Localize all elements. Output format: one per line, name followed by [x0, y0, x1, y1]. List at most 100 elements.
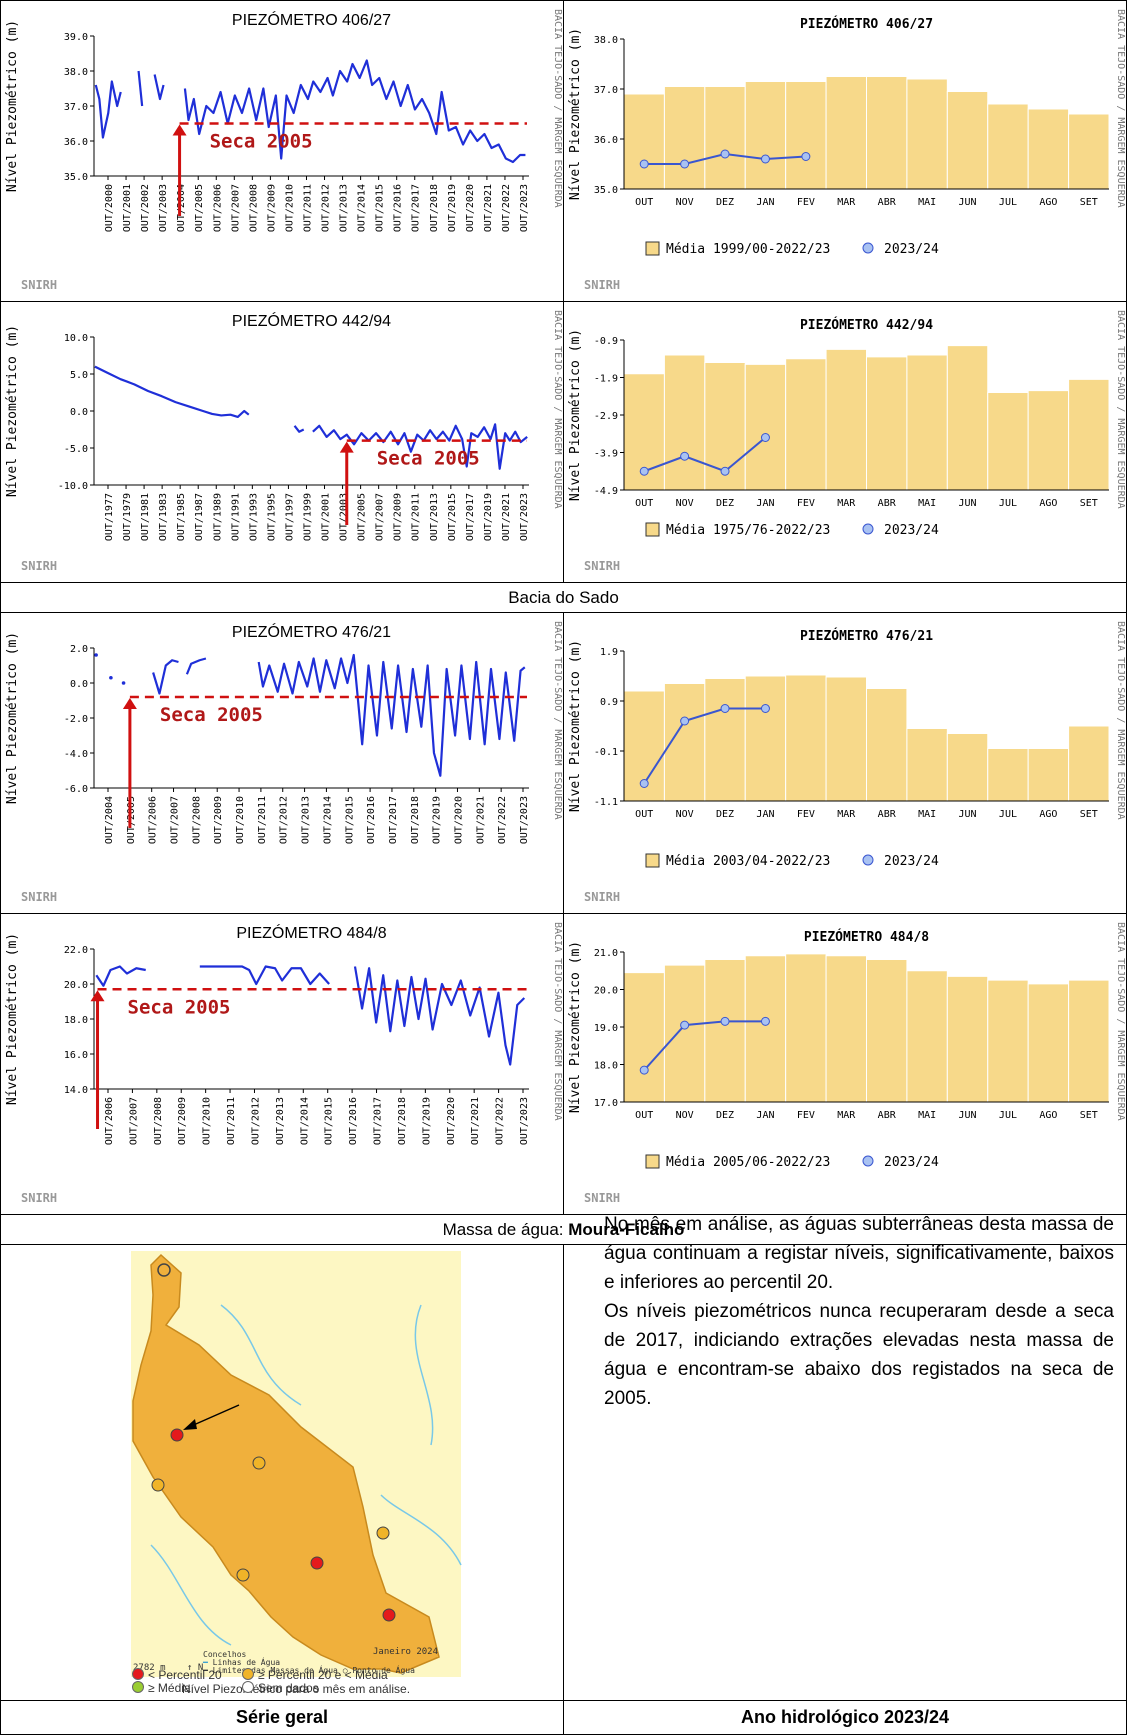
x-tick-label: OUT/2005	[194, 184, 205, 232]
x-tick-label: ABR	[878, 197, 897, 208]
x-tick-label: DEZ	[716, 197, 734, 208]
cell-484-year: Nível Piezométrico (m) BACIA TEJO-SADO / …	[563, 913, 1127, 1215]
series-line	[152, 659, 179, 695]
x-tick-label: OUT/1989	[212, 493, 223, 541]
y-tick-label: 38.0	[64, 67, 88, 78]
x-tick-label: OUT/1983	[158, 493, 169, 541]
water-body-prefix: Massa de água:	[442, 1220, 569, 1239]
series-line	[137, 70, 144, 107]
water-body-name: Moura-Ficalho	[568, 1220, 685, 1239]
basin-header-text: Bacia do Sado	[508, 588, 619, 607]
current-year-line	[643, 436, 767, 473]
current-year-point	[801, 152, 811, 161]
legend-below-p20-text: < Percentil 20	[148, 1668, 222, 1682]
well-below-p20	[170, 1428, 184, 1442]
well-p20-mean	[151, 1478, 165, 1492]
x-tick-label: OUT/2017	[411, 184, 422, 232]
x-tick-label: OUT/2018	[429, 184, 440, 232]
mean-bar	[663, 964, 706, 1103]
y-tick-label: 38.0	[594, 35, 618, 46]
current-year-point	[720, 704, 730, 713]
x-tick-label: OUT/2021	[501, 493, 512, 541]
x-tick-label: MAI	[918, 498, 936, 509]
mean-bar	[785, 674, 827, 802]
legend-linhas: Linhas de Água	[212, 1658, 281, 1667]
x-tick-label: OUT/2011	[411, 493, 422, 541]
chart-476-21-year: Nível Piezométrico (m) BACIA TEJO-SADO / …	[568, 621, 1126, 904]
x-tick-label: OUT/2015	[344, 796, 355, 844]
y-axis-label: Nível Piezométrico (m)	[5, 325, 20, 497]
series-line	[94, 80, 122, 139]
series-line	[95, 965, 146, 987]
chart-484-8-year: Nível Piezométrico (m) BACIA TEJO-SADO / …	[568, 922, 1126, 1205]
drought-arrowhead	[172, 124, 187, 136]
x-tick-label: OUT/2020	[446, 1097, 457, 1145]
north-label: N	[197, 1663, 204, 1673]
y-tick-label: -6.0	[64, 784, 88, 795]
y-tick-label: 18.0	[64, 1015, 88, 1026]
x-tick-label: OUT	[635, 1110, 653, 1121]
x-tick-label: OUT/2022	[495, 1097, 506, 1145]
x-tick-label: OUT/2003	[339, 493, 350, 541]
x-tick-label: JUN	[959, 498, 977, 509]
x-tick-label: OUT/2008	[248, 184, 259, 232]
water-body-header: Massa de água: Moura-Ficalho	[0, 1214, 1127, 1245]
well-p20-mean	[236, 1568, 250, 1582]
mean-bar	[906, 354, 948, 491]
x-tick-label: OUT/2007	[375, 493, 386, 541]
chart-406-27-series: Nível Piezométrico (m) BACIA TEJO-SADO / …	[5, 9, 563, 292]
legend-mean-label: Média 2003/04-2022/23	[666, 854, 830, 869]
chart-476-21-series: Nível Piezométrico (m) BACIA TEJO-SADO / …	[5, 621, 563, 904]
x-tick-label: JUL	[999, 1110, 1017, 1121]
series-line	[199, 965, 330, 986]
x-tick-label: OUT/2021	[470, 1097, 481, 1145]
legend-p20-mean: ≥ Percentil 20 e < Média	[242, 1668, 442, 1681]
x-tick-label: OUT/2005	[357, 493, 368, 541]
side-label: BACIA TEJO-SADO / MARGEM ESQUERDA	[1115, 621, 1126, 820]
x-tick-label: OUT/1977	[104, 493, 115, 541]
chart-title: PIEZÓMETRO 476/21	[232, 622, 391, 641]
y-tick-label: 36.0	[64, 137, 88, 148]
current-year-point	[639, 779, 649, 788]
x-tick-label: OUT/2012	[279, 796, 290, 844]
x-tick-label: OUT	[635, 498, 653, 509]
map-north: ↑ N	[187, 1663, 204, 1673]
x-tick-label: JAN	[756, 1110, 774, 1121]
side-label: BACIA TEJO-SADO / MARGEM ESQUERDA	[1115, 9, 1126, 208]
y-tick-label: -4.0	[64, 749, 88, 760]
y-tick-label: 19.0	[594, 1023, 618, 1034]
mean-bar	[866, 688, 908, 802]
y-tick-label: 37.0	[64, 102, 88, 113]
cell-406-series: Nível Piezométrico (m) BACIA TEJO-SADO / …	[0, 0, 564, 302]
legend-row: < Percentil 20 ≥ Percentil 20 e < Média	[132, 1668, 442, 1681]
x-tick-label: OUT/2010	[202, 1097, 213, 1145]
mean-bar	[704, 959, 746, 1103]
x-tick-label: OUT/2023	[519, 184, 530, 232]
y-tick-label: 14.0	[64, 1085, 88, 1096]
y-tick-label: -5.0	[64, 444, 88, 455]
footer-right-text: Ano hidrológico 2023/24	[740, 1707, 950, 1727]
x-tick-label: MAR	[837, 498, 856, 509]
x-tick-label: OUT/2009	[266, 184, 277, 232]
x-tick-label: JAN	[756, 197, 774, 208]
x-tick-label: OUT/2023	[519, 493, 530, 541]
mean-bar	[825, 76, 868, 190]
basin-header: Bacia do Sado	[0, 582, 1127, 613]
x-tick-label: OUT/2014	[322, 796, 333, 844]
x-tick-label: JUL	[999, 197, 1017, 208]
mean-bar	[663, 86, 706, 190]
mean-bar	[987, 748, 1029, 802]
drought-arrowhead	[90, 990, 105, 1002]
legend-mean-label: Média 1999/00-2022/23	[666, 242, 830, 257]
analysis-text: No mês em análise, as águas subterrâneas…	[604, 1210, 1114, 1413]
x-tick-label: OUT/2013	[301, 796, 312, 844]
side-label: BACIA TEJO-SADO / MARGEM ESQUERDA	[1115, 310, 1126, 509]
analysis-paragraph-2: Os níveis piezométricos nunca recuperara…	[604, 1301, 1114, 1409]
chart-442-94-series: Nível Piezométrico (m) BACIA TEJO-SADO / …	[5, 310, 563, 573]
x-tick-label: OUT/2023	[519, 796, 530, 844]
chart-484-8-series: Nível Piezométrico (m) BACIA TEJO-SADO / …	[5, 922, 563, 1205]
current-year-point	[720, 1016, 730, 1026]
cell-442-series: Nível Piezométrico (m) BACIA TEJO-SADO / …	[0, 301, 564, 583]
legend-no-data-dot	[242, 1681, 254, 1693]
y-tick-label: 22.0	[64, 945, 88, 956]
